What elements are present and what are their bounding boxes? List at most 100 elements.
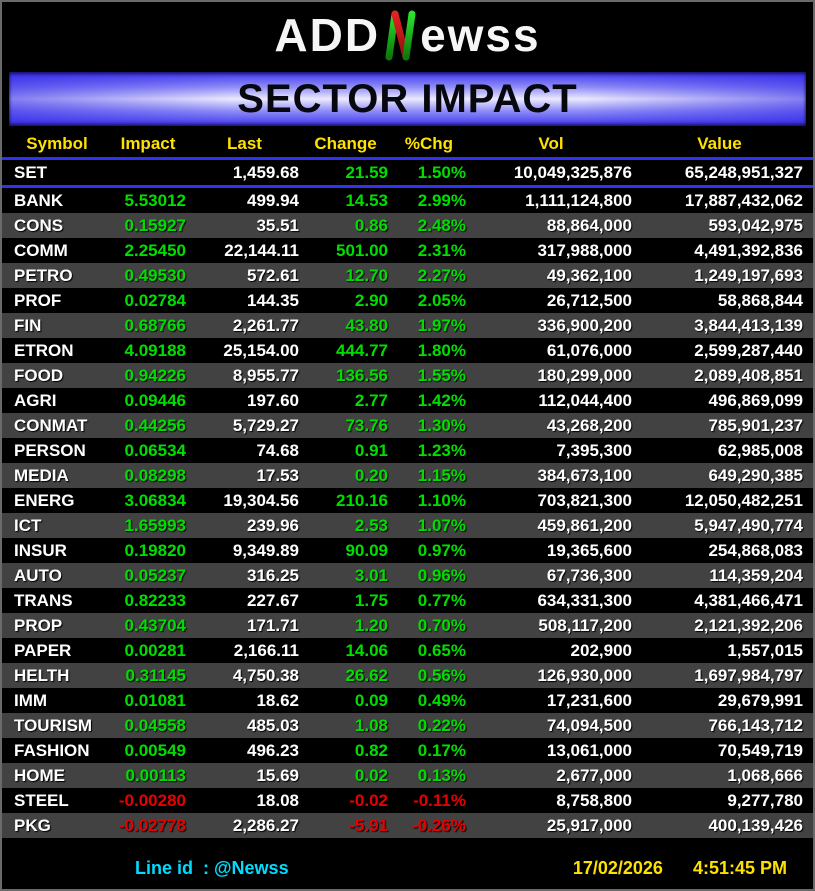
cell-change: 136.56 bbox=[336, 365, 388, 385]
cell-symbol: PKG bbox=[14, 815, 51, 835]
table-row: CONMAT 0.44256 5,729.27 73.76 1.30% 43,268,20… bbox=[2, 413, 813, 438]
cell-value: 2,599,287,440 bbox=[694, 340, 803, 360]
cell-value: 1,068,666 bbox=[727, 765, 803, 785]
table-row: PETRO 0.49530 572.61 12.70 2.27% 49,362,100 1,… bbox=[2, 263, 813, 288]
cell-last: 19,304.56 bbox=[223, 490, 299, 510]
cell-symbol: CONS bbox=[14, 215, 64, 235]
cell-vol: 2,677,000 bbox=[556, 765, 632, 785]
cell-impact: 0.06534 bbox=[124, 440, 186, 460]
cell-vol: 180,299,000 bbox=[537, 365, 632, 385]
divider-line-bottom bbox=[2, 185, 813, 188]
cell-last: 2,166.11 bbox=[233, 640, 299, 660]
table-row: TOURISM 0.04558 485.03 1.08 0.22% 74,094,500 7… bbox=[2, 713, 813, 738]
table-row: ICT 1.65993 239.96 2.53 1.07% 459,861,200 5,94… bbox=[2, 513, 813, 538]
cell-impact: 4.09188 bbox=[124, 340, 186, 360]
cell-symbol: FIN bbox=[14, 315, 42, 335]
logo-prefix: ADD bbox=[274, 9, 381, 61]
cell-vol: 8,758,800 bbox=[556, 790, 632, 810]
cell-change: 3.01 bbox=[354, 565, 388, 585]
cell-last: 25,154.00 bbox=[223, 340, 299, 360]
cell-value: 1,697,984,797 bbox=[694, 665, 803, 685]
cell-vol: 74,094,500 bbox=[546, 715, 632, 735]
cell-pchg: 1.23% bbox=[417, 440, 466, 460]
cell-vol: 17,231,600 bbox=[546, 690, 632, 710]
table-row: FASHION 0.00549 496.23 0.82 0.17% 13,061,000 7… bbox=[2, 738, 813, 763]
cell-change: 43.80 bbox=[345, 315, 388, 335]
cell-change: 2.77 bbox=[354, 390, 388, 410]
cell-pchg: 1.07% bbox=[417, 515, 466, 535]
cell-change: 0.82 bbox=[354, 740, 388, 760]
cell-value: 62,985,008 bbox=[717, 440, 803, 460]
cell-symbol: PETRO bbox=[14, 265, 73, 285]
cell-value: 254,868,083 bbox=[708, 540, 803, 560]
cell-last: 18.08 bbox=[256, 790, 299, 810]
cell-change: 1.20 bbox=[354, 615, 388, 635]
column-header-last: Last bbox=[227, 134, 262, 153]
cell-vol: 508,117,200 bbox=[538, 615, 632, 635]
cell-change: 501.00 bbox=[336, 240, 388, 260]
cell-symbol: FOOD bbox=[14, 365, 64, 385]
cell-last: 22,144.11 bbox=[224, 240, 299, 260]
cell-pchg: 1.10% bbox=[417, 490, 466, 510]
logo-suffix: ewss bbox=[420, 9, 541, 61]
table-row: SET 1,459.68 21.59 1.50% 10,049,325,876 65,24… bbox=[2, 160, 813, 185]
cell-symbol: TOURISM bbox=[14, 715, 93, 735]
cell-symbol: INSUR bbox=[14, 540, 67, 560]
table-row: PAPER 0.00281 2,166.11 14.06 0.65% 202,900 1,5… bbox=[2, 638, 813, 663]
cell-last: 15.69 bbox=[256, 765, 299, 785]
footer-time: 4:51:45 PM bbox=[692, 857, 787, 878]
cell-last: 2,261.77 bbox=[232, 315, 299, 335]
cell-vol: 459,861,200 bbox=[537, 515, 632, 535]
cell-change: 1.08 bbox=[354, 715, 388, 735]
cell-vol: 26,712,500 bbox=[546, 290, 632, 310]
cell-vol: 1,111,124,800 bbox=[525, 190, 632, 210]
cell-last: 35.51 bbox=[256, 215, 299, 235]
table-row: BANK 5.53012 499.94 14.53 2.99% 1,111,124,800… bbox=[2, 188, 813, 213]
cell-last: 499.94 bbox=[247, 190, 299, 210]
cell-change: -5.91 bbox=[349, 815, 388, 835]
cell-last: 144.35 bbox=[247, 290, 299, 310]
table-row: HELTH 0.31145 4,750.38 26.62 0.56% 126,930,00… bbox=[2, 663, 813, 688]
cell-impact: 0.43704 bbox=[124, 615, 186, 635]
cell-change: 73.76 bbox=[345, 415, 388, 435]
cell-change: 1.75 bbox=[354, 590, 388, 610]
cell-vol: 126,930,000 bbox=[537, 665, 632, 685]
cell-last: 1,459.68 bbox=[232, 162, 299, 182]
cell-value: 785,901,237 bbox=[708, 415, 803, 435]
column-header-impact: Impact bbox=[120, 134, 176, 153]
table-row: FOOD 0.94226 8,955.77 136.56 1.55% 180,299,00… bbox=[2, 363, 813, 388]
cell-vol: 19,365,600 bbox=[546, 540, 632, 560]
cell-vol: 25,917,000 bbox=[546, 815, 632, 835]
cell-value: 2,121,392,206 bbox=[694, 615, 803, 635]
cell-last: 485.03 bbox=[247, 715, 299, 735]
cell-last: 2,286.27 bbox=[232, 815, 299, 835]
table-row: PROF 0.02784 144.35 2.90 2.05% 26,712,500 58,8… bbox=[2, 288, 813, 313]
banner: SECTOR IMPACT bbox=[9, 72, 806, 126]
cell-symbol: TRANS bbox=[14, 590, 73, 610]
cell-last: 171.71 bbox=[247, 615, 299, 635]
column-header-vol: Vol bbox=[538, 134, 564, 153]
cell-pchg: 0.49% bbox=[417, 690, 466, 710]
cell-symbol: AGRI bbox=[14, 390, 57, 410]
cell-change: 0.20 bbox=[354, 465, 388, 485]
cell-impact: 0.19820 bbox=[124, 540, 186, 560]
cell-last: 4,750.38 bbox=[232, 665, 299, 685]
cell-pchg: 1.80% bbox=[417, 340, 466, 360]
cell-last: 316.25 bbox=[247, 565, 299, 585]
cell-pchg: 0.22% bbox=[417, 715, 466, 735]
cell-pchg: 0.17% bbox=[417, 740, 466, 760]
cell-vol: 61,076,000 bbox=[546, 340, 632, 360]
cell-symbol: PROP bbox=[14, 615, 63, 635]
cell-symbol: STEEL bbox=[14, 790, 69, 810]
cell-last: 17.53 bbox=[256, 465, 299, 485]
column-header-pchg: %Chg bbox=[404, 134, 454, 153]
cell-pchg: 1.42% bbox=[417, 390, 466, 410]
cell-vol: 634,331,300 bbox=[537, 590, 632, 610]
table-header-row: Symbol Impact Last Change %Chg Vol Value bbox=[2, 131, 813, 157]
column-header-value: Value bbox=[697, 134, 742, 153]
cell-symbol: COMM bbox=[14, 240, 68, 260]
cell-impact: 0.68766 bbox=[124, 315, 186, 335]
cell-symbol: PROF bbox=[14, 290, 62, 310]
cell-impact: 0.01081 bbox=[124, 690, 186, 710]
